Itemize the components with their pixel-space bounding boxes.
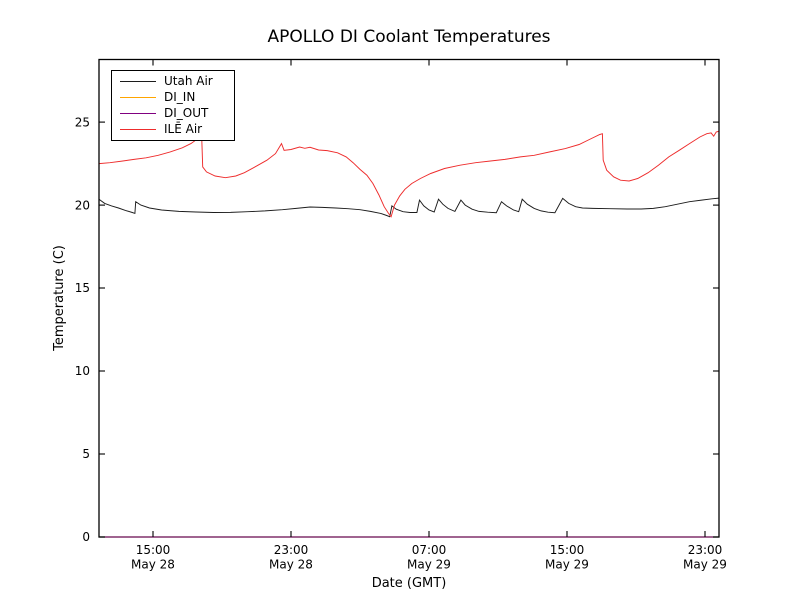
legend-line-swatch [120, 96, 156, 98]
y-tick-label: 25 [75, 115, 90, 129]
x-tick-label-time: 07:00 [412, 543, 447, 557]
tick-layer [99, 59, 719, 538]
legend-label: ILĒ Air [164, 122, 203, 136]
x-tick-label-time: 15:00 [136, 543, 171, 557]
x-tick-label-date: May 29 [683, 558, 727, 572]
legend-line-swatch [120, 128, 156, 130]
x-axis-label: Date (GMT) [372, 576, 447, 591]
series-line-utah-air [98, 197, 720, 218]
legend-line-swatch [120, 112, 156, 114]
legend-row: ILĒ Air [112, 121, 234, 137]
x-tick-label-date: May 28 [131, 558, 175, 572]
legend-label: DI_OUT [164, 106, 209, 120]
y-tick-label: 5 [82, 447, 90, 461]
x-tick-label-date: May 29 [545, 558, 589, 572]
y-tick-label: 15 [75, 281, 90, 295]
legend-row: DI_IN [112, 89, 234, 105]
legend-row: Utah Air [112, 73, 234, 89]
x-tick-label-date: May 28 [269, 558, 313, 572]
legend-line-swatch [120, 80, 156, 82]
legend-label: DI_IN [164, 90, 196, 104]
x-tick-label-time: 23:00 [688, 543, 723, 557]
y-tick-label: 20 [75, 198, 90, 212]
x-tick-label-time: 23:00 [274, 543, 309, 557]
legend-row: DI_OUT [112, 105, 234, 121]
y-tick-label: 0 [82, 530, 90, 544]
x-tick-label-time: 15:00 [550, 543, 585, 557]
x-tick-label-date: May 29 [407, 558, 451, 572]
y-tick-label: 10 [75, 364, 90, 378]
series-line-il-air [98, 130, 720, 218]
legend-box: Utah Air DI_IN DI_OUT ILĒ Air [111, 70, 235, 141]
legend-label: Utah Air [164, 74, 213, 88]
y-axis-label: Temperature (C) [52, 245, 67, 352]
chart-title: APOLLO DI Coolant Temperatures [267, 27, 550, 47]
series-layer [98, 130, 720, 218]
